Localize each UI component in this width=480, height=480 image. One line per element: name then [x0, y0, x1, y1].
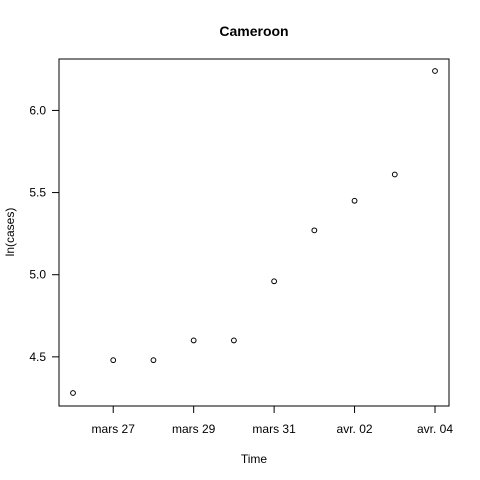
y-tick-label: 4.5: [29, 350, 46, 364]
data-point: [271, 278, 278, 285]
x-tick-label: avr. 04: [417, 422, 453, 436]
data-point: [150, 357, 157, 364]
x-tick-label: mars 29: [172, 422, 216, 436]
data-point: [70, 390, 76, 396]
y-axis-ticks: 4.5 5.0 5.5 6.0: [29, 103, 59, 364]
x-axis-ticks: mars 27 mars 29 mars 31 avr. 02 avr. 04: [92, 406, 453, 436]
data-point: [190, 337, 197, 344]
data-point: [351, 197, 358, 204]
x-tick-label: mars 31: [252, 422, 296, 436]
data-point: [311, 227, 318, 234]
data-points: [70, 68, 438, 396]
chart-title: Cameroon: [219, 23, 288, 39]
x-tick-label: avr. 02: [337, 422, 373, 436]
x-axis-label: Time: [241, 452, 268, 466]
plot-frame: [58, 58, 450, 407]
y-tick-label: 6.0: [29, 103, 46, 117]
y-tick-label: 5.0: [29, 268, 46, 282]
data-point: [110, 357, 117, 364]
y-axis-label: ln(cases): [3, 208, 17, 257]
data-point: [230, 337, 237, 344]
y-tick-label: 5.5: [29, 186, 46, 200]
data-point: [391, 171, 398, 178]
data-point: [432, 68, 438, 74]
x-tick-label: mars 27: [92, 422, 136, 436]
